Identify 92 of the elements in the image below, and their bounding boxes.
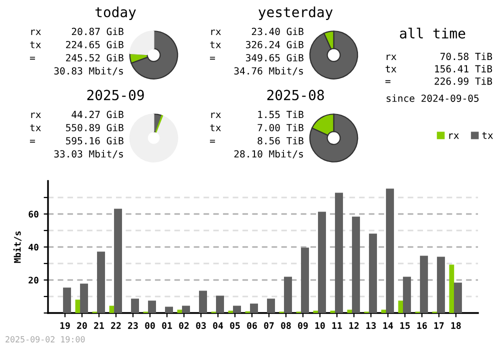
donut-slice bbox=[129, 114, 178, 162]
text: tx 224.65 GiB bbox=[30, 40, 124, 48]
bar bbox=[449, 264, 454, 313]
x-tick-label: 14 bbox=[383, 322, 393, 329]
text: tx 156.41 TiB bbox=[386, 64, 492, 72]
x-tick-label: 02 bbox=[179, 322, 189, 330]
x-tick-label: 05 bbox=[230, 322, 240, 330]
x-tick-label: 18 bbox=[451, 322, 461, 330]
bar bbox=[318, 212, 326, 313]
text: = 245.52 GiB bbox=[30, 54, 124, 62]
x-tick-label: 11 bbox=[332, 322, 342, 329]
x-tick-label: 21 bbox=[94, 322, 104, 329]
x-tick-label: 00 bbox=[145, 322, 155, 330]
x-tick-label: 15 bbox=[400, 322, 410, 330]
bar bbox=[63, 288, 72, 313]
x-tick-label: 17 bbox=[434, 322, 444, 329]
x-tick-label: 23 bbox=[128, 322, 138, 330]
text: rx 1.55 TiB bbox=[211, 110, 304, 118]
donut-slice bbox=[309, 114, 358, 162]
text: = 349.65 GiB bbox=[210, 54, 304, 62]
text: rx 70.58 TiB bbox=[386, 52, 492, 60]
bar bbox=[165, 306, 174, 313]
y-tick-label: 60 bbox=[28, 210, 38, 218]
text: 33.03 Mbit/s bbox=[54, 150, 123, 158]
bar bbox=[454, 282, 462, 313]
bar bbox=[284, 276, 292, 313]
chart-title: today bbox=[96, 6, 136, 20]
bar bbox=[233, 306, 241, 313]
x-tick-label: 07 bbox=[264, 322, 274, 330]
donut-slice bbox=[309, 30, 358, 80]
bar bbox=[347, 310, 352, 313]
bar bbox=[182, 306, 190, 313]
bar bbox=[216, 296, 224, 313]
x-tick-label: 04 bbox=[213, 322, 223, 330]
text: tx 326.24 GiB bbox=[210, 40, 304, 48]
bar bbox=[300, 248, 309, 313]
x-tick-label: 01 bbox=[162, 322, 172, 330]
text: = 226.99 TiB bbox=[385, 77, 492, 85]
bar bbox=[148, 300, 156, 313]
x-tick-label: 10 bbox=[315, 322, 325, 330]
y-tick-label: 40 bbox=[28, 244, 38, 251]
bar bbox=[80, 284, 88, 313]
donut-slice bbox=[130, 30, 178, 80]
bar bbox=[114, 208, 122, 313]
text: tx 7.00 TiB bbox=[210, 124, 304, 132]
legend-label: rx bbox=[449, 133, 459, 139]
chart-title: 2025-09 bbox=[87, 90, 144, 100]
x-tick-label: 12 bbox=[349, 322, 359, 329]
bar bbox=[402, 276, 411, 313]
chart-title: yesterday bbox=[258, 6, 333, 20]
x-tick-label: 22 bbox=[111, 322, 121, 329]
donut-slice bbox=[129, 30, 154, 56]
x-tick-label: 09 bbox=[298, 322, 308, 330]
bar bbox=[177, 310, 182, 313]
text: = 595.16 GiB bbox=[30, 136, 124, 144]
y-axis-title: Mbit/s bbox=[13, 231, 22, 263]
bar bbox=[109, 306, 114, 313]
x-tick-label: 20 bbox=[77, 322, 87, 330]
text: since 2024-09-05 bbox=[386, 94, 479, 102]
x-tick-label: 08 bbox=[281, 322, 291, 330]
bar bbox=[199, 290, 207, 313]
bar bbox=[398, 300, 404, 313]
x-tick-label: 06 bbox=[247, 322, 257, 330]
bar bbox=[266, 298, 275, 313]
x-tick-label: 19 bbox=[60, 322, 70, 330]
legend-label: tx bbox=[482, 132, 493, 139]
y-tick-label: 20 bbox=[28, 276, 38, 284]
x-tick-label: 13 bbox=[366, 322, 376, 330]
x-tick-label: 03 bbox=[196, 322, 206, 330]
bar bbox=[352, 216, 360, 313]
bar bbox=[75, 300, 80, 313]
bar bbox=[381, 310, 386, 313]
chart-title: 2025-08 bbox=[267, 90, 324, 100]
text: 34.76 Mbit/s bbox=[234, 67, 303, 76]
text: tx 550.89 GiB bbox=[30, 124, 124, 132]
bar bbox=[97, 252, 106, 313]
bar bbox=[334, 192, 343, 313]
text: = 8.56 TiB bbox=[210, 136, 304, 144]
x-tick-label: 16 bbox=[417, 322, 427, 330]
text: rx 23.40 GiB bbox=[211, 28, 304, 36]
bar bbox=[131, 298, 140, 313]
text: 2025-09-02 19:00 bbox=[6, 336, 85, 342]
bar bbox=[386, 188, 394, 313]
text: 30.83 Mbit/s bbox=[54, 67, 123, 76]
text: rx 44.27 GiB bbox=[31, 110, 124, 118]
text: 28.10 Mbit/s bbox=[234, 150, 303, 158]
text: all time bbox=[400, 28, 466, 39]
bar bbox=[368, 234, 377, 313]
bar bbox=[436, 256, 445, 313]
bar bbox=[420, 256, 428, 313]
text: rx 20.87 GiB bbox=[31, 28, 124, 36]
bar bbox=[250, 304, 258, 313]
